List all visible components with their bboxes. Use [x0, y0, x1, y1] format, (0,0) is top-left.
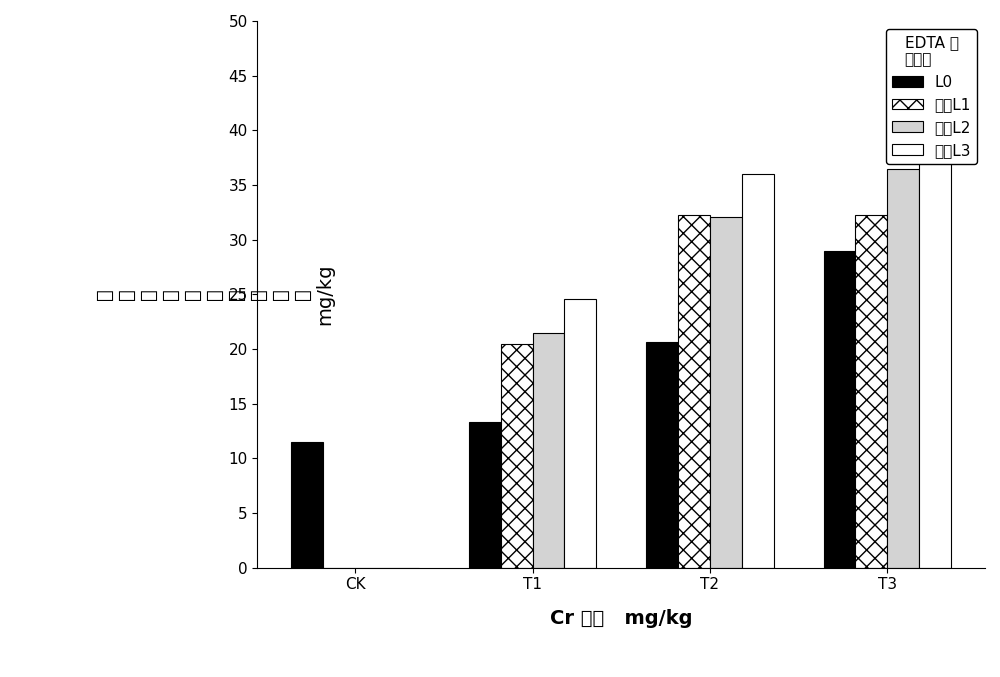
Legend: L0, 添加L1, 添加L2, 添加L3: L0, 添加L1, 添加L2, 添加L3 — [886, 28, 977, 164]
Bar — [710, 217, 742, 568]
Bar — [824, 250, 855, 568]
Bar — [501, 344, 533, 568]
Bar — [678, 215, 710, 568]
Bar — [919, 69, 951, 568]
Bar — [469, 422, 501, 568]
Y-axis label: 紫
茂
莉
地
上
部
分
铬
含
量
mg/kg: 紫 茂 莉 地 上 部 分 铬 含 量 mg/kg — [95, 263, 334, 325]
X-axis label: Cr 浓度   mg/kg: Cr 浓度 mg/kg — [550, 609, 692, 628]
Bar — [742, 174, 774, 568]
Bar — [564, 299, 596, 568]
Bar — [855, 215, 887, 568]
Bar — [291, 442, 323, 568]
Bar — [887, 169, 919, 568]
Bar — [533, 332, 564, 568]
Bar — [646, 343, 678, 568]
